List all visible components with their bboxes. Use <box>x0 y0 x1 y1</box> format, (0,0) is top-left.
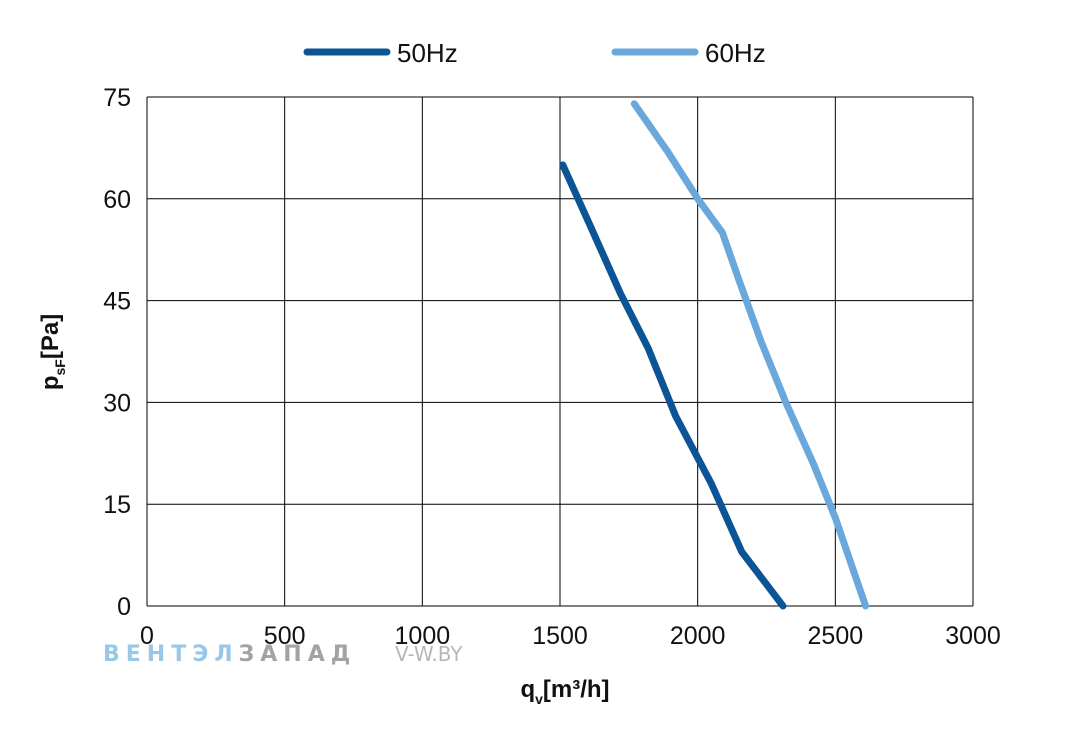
x-tick-500: 500 <box>264 622 306 650</box>
watermark-site: V-W.BY <box>395 642 463 666</box>
x-tick-1000: 1000 <box>395 622 451 650</box>
x-tick-2500: 2500 <box>808 622 864 650</box>
y-axis-title-main: p <box>37 376 64 391</box>
x-tick-2000: 2000 <box>670 622 726 650</box>
watermark-logo: ВЕНТЭЛЗАПАД <box>103 642 356 667</box>
legend-label-50Hz: 50Hz <box>397 38 458 68</box>
x-tick-3000: 3000 <box>945 622 1001 650</box>
x-tick-1500: 1500 <box>532 622 588 650</box>
legend-label-60Hz: 60Hz <box>705 38 766 68</box>
y-tick-75: 75 <box>103 84 131 112</box>
watermark: ВЕНТЭЛЗАПАД V-W.BY <box>103 642 463 667</box>
watermark-part1: ВЕНТЭЛ <box>103 642 239 667</box>
x-axis-title-main: q <box>520 676 535 703</box>
x-tick-0: 0 <box>140 622 154 650</box>
series-line-60Hz <box>630 100 870 610</box>
y-axis-title: psF[Pa] <box>37 314 68 390</box>
x-axis-title-sub: v <box>535 691 543 707</box>
y-axis-title-unit: [Pa] <box>37 314 64 359</box>
legend: 50Hz 60Hz <box>303 38 766 68</box>
y-tick-0: 0 <box>117 593 131 621</box>
x-axis-title: qv[m³/h] <box>520 676 609 707</box>
y-tick-30: 30 <box>103 389 131 417</box>
y-tick-15: 15 <box>103 491 131 519</box>
x-axis-title-unit: [m³/h] <box>543 676 610 703</box>
grid <box>146 96 974 607</box>
series-group <box>559 100 870 610</box>
y-tick-60: 60 <box>103 186 131 214</box>
y-axis-title-sub: sF <box>52 359 68 376</box>
watermark-part2: ЗАПАД <box>239 642 357 667</box>
series-line-50Hz <box>559 161 787 610</box>
y-tick-45: 45 <box>103 288 131 316</box>
tick-labels: 0 500 1000 1500 2000 2500 3000 0 15 30 45 60 75 <box>103 84 1001 650</box>
